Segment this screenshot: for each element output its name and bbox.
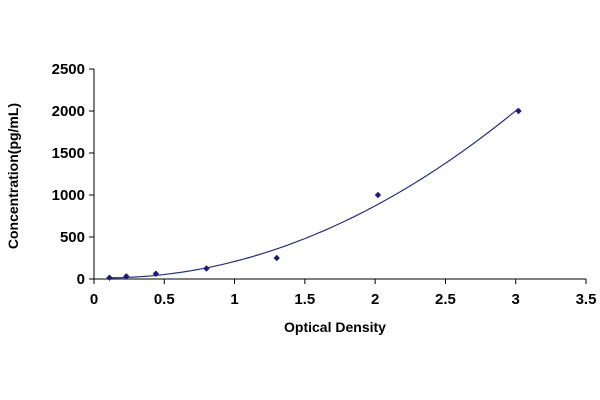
x-tick-label: 2.5 — [435, 291, 456, 308]
data-point — [152, 270, 160, 277]
y-tick-label: 0 — [77, 271, 85, 288]
y-tick-label: 2500 — [52, 61, 85, 78]
x-tick-label: 3 — [512, 291, 520, 308]
y-tick-label: 1500 — [52, 145, 85, 162]
chart-axes — [93, 69, 586, 280]
x-tick-label: 2 — [371, 291, 379, 308]
data-point — [106, 274, 113, 281]
y-axis-label: Concentration(pg/mL) — [5, 103, 21, 249]
data-point — [123, 273, 130, 280]
x-axis-label: Optical Density — [284, 319, 386, 335]
y-ticks: 0 500 1000 1500 2000 2500 — [52, 61, 94, 288]
data-point — [515, 107, 522, 115]
x-tick-label: 1 — [230, 291, 238, 308]
y-tick-label: 2000 — [52, 103, 85, 120]
x-tick-label: 1.5 — [294, 291, 315, 308]
fit-curve — [109, 108, 519, 279]
x-ticks: 0 0.5 1 1.5 2 2.5 3 3.5 — [90, 279, 597, 308]
x-tick-label: 0.5 — [154, 291, 175, 308]
data-point — [203, 265, 210, 272]
data-point — [374, 191, 382, 199]
y-tick-label: 1000 — [52, 187, 85, 204]
y-tick-label: 500 — [60, 229, 85, 246]
x-tick-label: 3.5 — [576, 291, 597, 308]
data-points — [106, 107, 522, 281]
x-tick-label: 0 — [90, 291, 98, 308]
data-point — [273, 254, 280, 262]
